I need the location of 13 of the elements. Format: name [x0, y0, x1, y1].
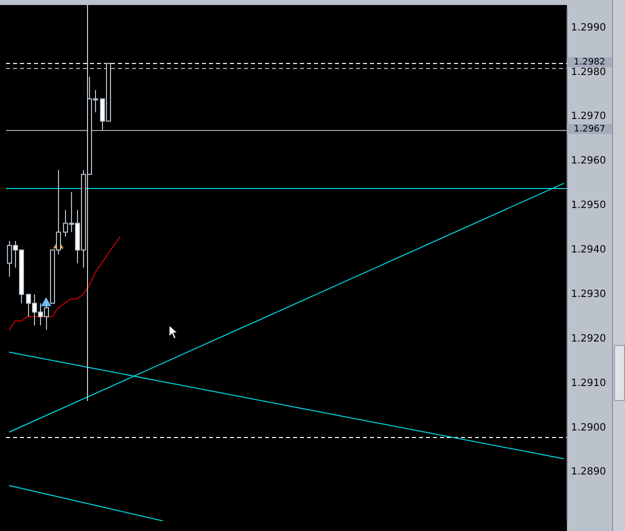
- ref-line-label: 1.2967: [574, 124, 606, 134]
- ref-line-label: 1.2982: [574, 58, 606, 68]
- y-tick-label: 1.2900: [571, 422, 606, 434]
- y-tick-label: 1.2960: [571, 156, 606, 167]
- y-tick-label: 1.2910: [571, 378, 606, 389]
- y-tick-label: 1.2970: [571, 111, 606, 122]
- y-tick-label: 1.2930: [571, 288, 606, 300]
- y-tick-label: 1.2980: [571, 66, 606, 78]
- y-tick-label: 1.2920: [571, 333, 606, 344]
- y-tick-label: 1.2990: [571, 22, 606, 34]
- y-tick-label: 1.2890: [571, 466, 606, 478]
- y-tick-label: 1.2950: [571, 200, 606, 212]
- y-tick-label: 1.2940: [571, 244, 606, 256]
